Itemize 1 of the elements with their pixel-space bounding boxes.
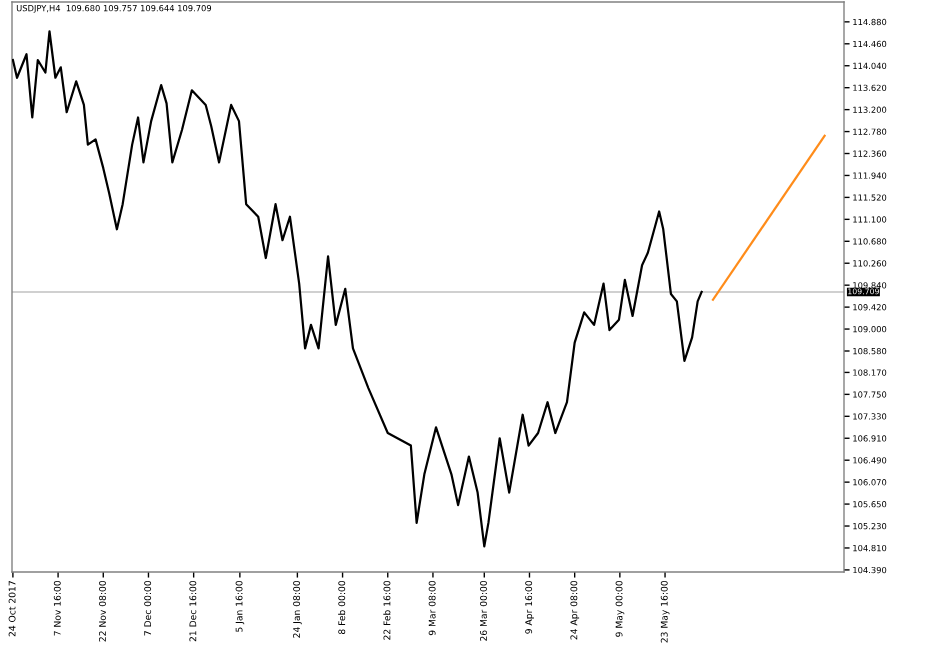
line-series — [12, 30, 703, 548]
